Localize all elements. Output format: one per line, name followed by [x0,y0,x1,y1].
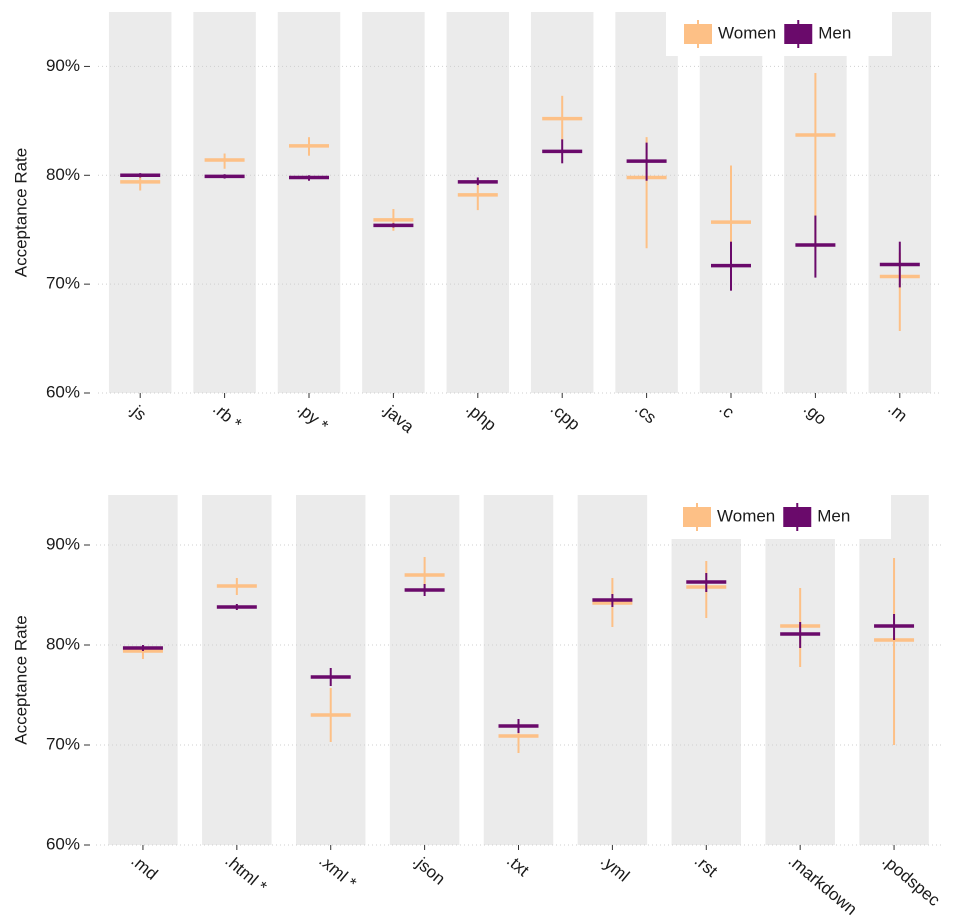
y-tick-label: 60% [46,834,80,853]
x-tick-label: .rst [691,851,722,881]
x-tick-label: .cs [631,399,660,428]
x-tick-label: .js [125,399,150,424]
legend-label: Women [718,23,776,42]
x-tick-label: .c [716,399,739,422]
category-band [389,495,460,845]
category-band [108,12,172,393]
x-tick-label: .html * [221,851,270,897]
y-tick-label: 60% [46,382,80,401]
x-tick-label: .java [378,399,418,437]
x-tick-label: .md [127,851,161,884]
y-tick-label: 70% [46,274,80,293]
category-band [868,12,932,393]
x-tick-label: .rb * [209,399,245,434]
x-tick-label: .txt [503,851,533,880]
x-tick-label: .markdown [785,851,861,919]
y-tick-label: 90% [46,56,80,75]
category-band [277,12,341,393]
panel: 60% 70% 80% 90% Acceptance Rate .md .html * .xm… [11,495,944,919]
category-band [202,495,272,845]
y-tick-label: 80% [46,165,80,184]
category-band [483,495,554,845]
x-tick-label: .podspec [879,851,944,910]
legend-label: Men [817,506,850,525]
category-band [765,495,835,845]
category-band [577,495,648,845]
y-tick-label: 70% [46,734,80,753]
x-tick-label: .py * [294,399,333,436]
y-tick-label: 90% [46,534,80,553]
category-band [193,12,256,393]
legend-label: Women [717,506,775,525]
y-axis-label: Acceptance Rate [11,148,30,277]
panel: 60% 70% 80% 90% Acceptance Rate .js .rb * .py *… [11,12,942,437]
x-tick-label: .go [800,399,830,429]
x-tick-label: .json [409,851,449,889]
category-band [108,495,178,845]
category-band [671,495,742,845]
x-tick-label: .cpp [547,399,584,434]
x-tick-label: .xml * [315,851,360,893]
category-band [362,12,425,393]
x-tick-label: .yml [597,851,633,886]
x-tick-label: .php [462,399,500,435]
x-tick-label: .m [884,399,911,426]
legend-label: Men [818,23,851,42]
category-band [530,12,594,393]
y-tick-label: 80% [46,634,80,653]
y-axis-label: Acceptance Rate [11,615,30,744]
